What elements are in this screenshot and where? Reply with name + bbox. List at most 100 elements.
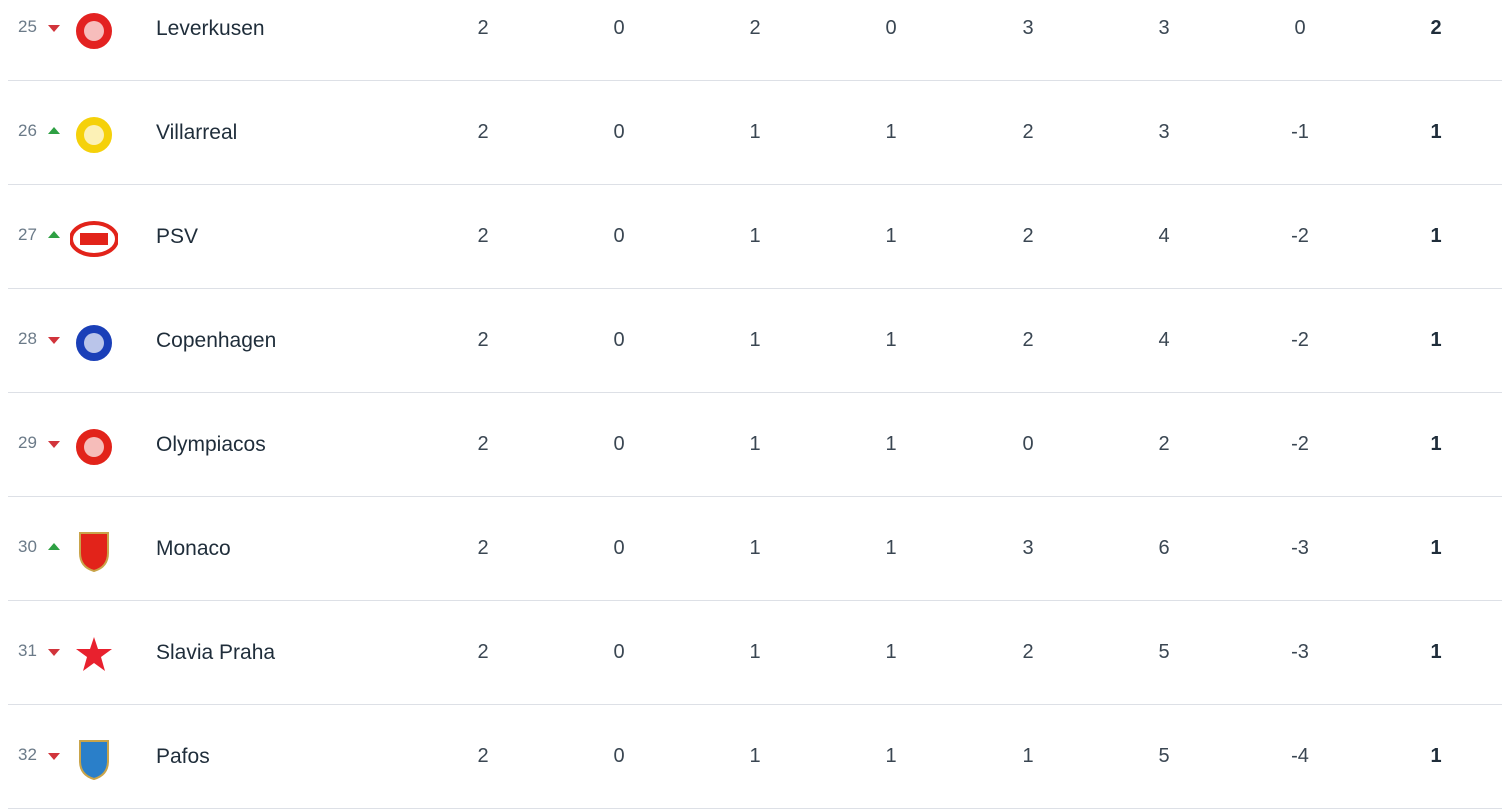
goal-difference: -2 <box>1291 433 1309 455</box>
won: 0 <box>613 121 625 143</box>
drawn: 1 <box>749 745 761 767</box>
points: 1 <box>1430 225 1442 247</box>
rank: 26 <box>18 121 37 140</box>
drawn: 1 <box>749 225 761 247</box>
team-name[interactable]: PSV <box>156 225 199 248</box>
lost: 1 <box>885 537 897 559</box>
points: 1 <box>1430 745 1442 767</box>
rank: 29 <box>18 433 37 452</box>
drawn: 1 <box>749 329 761 351</box>
points: 1 <box>1430 641 1442 663</box>
points: 2 <box>1430 17 1442 39</box>
table-row[interactable]: 32 Pafos 2 0 1 1 1 5 -4 1 <box>8 705 1502 809</box>
pafos-crest-icon <box>79 740 109 781</box>
goals-against: 2 <box>1158 433 1170 455</box>
rank: 31 <box>18 641 37 660</box>
rank: 32 <box>18 745 37 764</box>
won: 0 <box>613 537 625 559</box>
goal-difference: -4 <box>1291 745 1309 767</box>
won: 0 <box>613 329 625 351</box>
goals-for: 2 <box>1022 225 1034 247</box>
lost: 1 <box>885 745 897 767</box>
won: 0 <box>613 433 625 455</box>
goals-for: 2 <box>1022 329 1034 351</box>
team-name[interactable]: Leverkusen <box>156 17 265 40</box>
goal-difference: -3 <box>1291 641 1309 663</box>
table-row[interactable]: 29 Olympiacos 2 0 1 1 0 2 -2 1 <box>8 393 1502 497</box>
trend-up-icon <box>48 127 60 134</box>
copenhagen-crest-icon <box>74 323 114 363</box>
goals-against: 5 <box>1158 745 1170 767</box>
team-name[interactable]: Villarreal <box>156 121 238 144</box>
goal-difference: -1 <box>1291 121 1309 143</box>
slavia-praha-crest-icon <box>76 637 112 671</box>
trend-up-icon <box>48 543 60 550</box>
played: 2 <box>477 641 489 663</box>
goals-for: 3 <box>1022 537 1034 559</box>
rank: 25 <box>18 17 37 36</box>
won: 0 <box>613 225 625 247</box>
points: 1 <box>1430 433 1442 455</box>
team-name[interactable]: Olympiacos <box>156 433 266 456</box>
goal-difference: -3 <box>1291 537 1309 559</box>
trend-down-icon <box>48 441 60 448</box>
goal-difference: 0 <box>1294 17 1306 39</box>
goals-for: 1 <box>1022 745 1034 767</box>
won: 0 <box>613 17 625 39</box>
drawn: 1 <box>749 433 761 455</box>
played: 2 <box>477 121 489 143</box>
standings-table: 25 Leverkusen 2 0 2 0 3 3 0 2 26 Villarreal 2 0 1 1 2 3 -1… <box>8 0 1502 809</box>
goals-for: 2 <box>1022 121 1034 143</box>
table-row[interactable]: 27 PSV 2 0 1 1 2 4 -2 1 <box>8 185 1502 289</box>
team-name[interactable]: Pafos <box>156 745 210 768</box>
played: 2 <box>477 433 489 455</box>
lost: 1 <box>885 329 897 351</box>
goal-difference: -2 <box>1291 225 1309 247</box>
drawn: 1 <box>749 641 761 663</box>
goals-against: 5 <box>1158 641 1170 663</box>
team-name[interactable]: Slavia Praha <box>156 641 276 664</box>
rank: 30 <box>18 537 37 556</box>
played: 2 <box>477 17 489 39</box>
lost: 1 <box>885 433 897 455</box>
table-row[interactable]: 25 Leverkusen 2 0 2 0 3 3 0 2 <box>8 0 1502 81</box>
rank: 28 <box>18 329 37 348</box>
leverkusen-crest-icon <box>74 11 114 51</box>
table-row[interactable]: 28 Copenhagen 2 0 1 1 2 4 -2 1 <box>8 289 1502 393</box>
points: 1 <box>1430 537 1442 559</box>
goals-for: 3 <box>1022 17 1034 39</box>
psv-crest-icon <box>70 221 118 257</box>
played: 2 <box>477 537 489 559</box>
olympiacos-crest-icon <box>74 427 114 467</box>
goals-for: 0 <box>1022 433 1034 455</box>
goals-against: 3 <box>1158 121 1170 143</box>
drawn: 1 <box>749 121 761 143</box>
table-row[interactable]: 31 Slavia Praha 2 0 1 1 2 5 -3 1 <box>8 601 1502 705</box>
goals-for: 2 <box>1022 641 1034 663</box>
goals-against: 4 <box>1158 329 1170 351</box>
trend-down-icon <box>48 337 60 344</box>
trend-down-icon <box>48 753 60 760</box>
drawn: 1 <box>749 537 761 559</box>
drawn: 2 <box>749 17 761 39</box>
won: 0 <box>613 641 625 663</box>
lost: 1 <box>885 225 897 247</box>
lost: 1 <box>885 641 897 663</box>
table-row[interactable]: 26 Villarreal 2 0 1 1 2 3 -1 1 <box>8 81 1502 185</box>
lost: 0 <box>885 17 897 39</box>
table-row[interactable]: 30 Monaco 2 0 1 1 3 6 -3 1 <box>8 497 1502 601</box>
points: 1 <box>1430 329 1442 351</box>
played: 2 <box>477 225 489 247</box>
goal-difference: -2 <box>1291 329 1309 351</box>
goals-against: 4 <box>1158 225 1170 247</box>
villarreal-crest-icon <box>74 115 114 155</box>
trend-down-icon <box>48 649 60 656</box>
played: 2 <box>477 745 489 767</box>
lost: 1 <box>885 121 897 143</box>
points: 1 <box>1430 121 1442 143</box>
rank: 27 <box>18 225 37 244</box>
team-name[interactable]: Copenhagen <box>156 329 277 352</box>
won: 0 <box>613 745 625 767</box>
goals-against: 6 <box>1158 537 1170 559</box>
team-name[interactable]: Monaco <box>156 537 231 560</box>
